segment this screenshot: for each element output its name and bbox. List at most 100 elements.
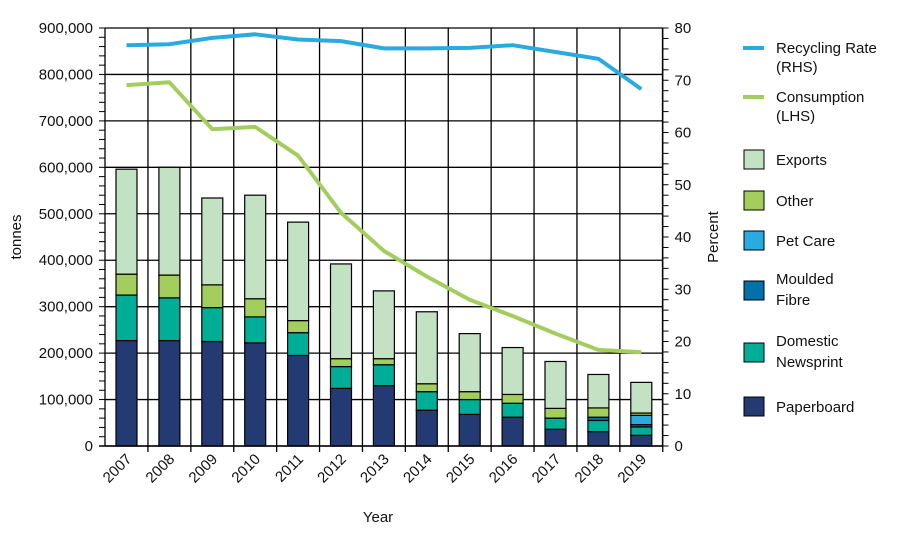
legend-label: (RHS) <box>776 59 818 76</box>
y-right-tick-label: 10 <box>675 386 692 403</box>
x-tick-label: 2014 <box>400 451 436 487</box>
bar-domestic-newsprint <box>287 332 310 357</box>
bar-other <box>587 407 610 418</box>
bar-domestic-newsprint <box>501 402 524 418</box>
y-right-tick-label: 40 <box>675 229 692 246</box>
bar-other <box>544 407 567 419</box>
bar-domestic-newsprint <box>630 426 653 436</box>
legend-swatch <box>743 342 765 363</box>
legend-label: Moulded <box>776 271 834 288</box>
bar-domestic-newsprint <box>158 297 181 342</box>
y-right-tick-label: 60 <box>675 125 692 142</box>
bar-paperboard <box>287 354 310 447</box>
legend-label: Pet Care <box>776 233 835 250</box>
bar-domestic-newsprint <box>458 398 481 416</box>
bar-exports <box>372 290 395 360</box>
bar-paperboard <box>329 387 353 447</box>
x-tick-label: 2019 <box>615 451 651 487</box>
legend-swatch <box>743 230 765 251</box>
bar-paperboard <box>458 413 481 447</box>
legend-label: Other <box>776 193 814 210</box>
bar-domestic-newsprint <box>372 364 395 387</box>
x-tick-label: 2012 <box>314 451 350 487</box>
bar-pet-care <box>630 414 653 426</box>
bar-paperboard <box>158 339 181 447</box>
bar-paperboard <box>587 431 610 447</box>
y-tick-label: 900,000 <box>39 20 93 37</box>
y-tick-label: 700,000 <box>39 113 93 130</box>
y-right-tick-label: 70 <box>675 72 692 89</box>
legend-label: (LHS) <box>776 108 815 125</box>
bar-exports <box>415 311 438 385</box>
legend-label: Newsprint <box>776 354 844 371</box>
bar-paperboard <box>630 434 653 447</box>
x-axis-label: Year <box>363 509 393 526</box>
bar-exports <box>501 346 524 396</box>
bar-exports <box>115 168 138 275</box>
x-tick-label: 2017 <box>529 451 565 487</box>
bar-paperboard <box>201 340 224 447</box>
bar-other <box>287 320 310 334</box>
bar-exports <box>244 194 267 300</box>
bar-exports <box>329 263 353 360</box>
bar-paperboard <box>415 409 438 447</box>
y-tick-label: 500,000 <box>39 206 93 223</box>
bar-domestic-newsprint <box>244 316 267 344</box>
legend-label: Consumption <box>776 89 864 106</box>
y-tick-label: 600,000 <box>39 159 93 176</box>
bar-other <box>244 298 267 318</box>
x-tick-label: 2013 <box>357 451 393 487</box>
x-tick-label: 2008 <box>143 451 179 487</box>
bar-paperboard <box>544 428 567 447</box>
bar-exports <box>630 381 653 414</box>
legend-label: Paperboard <box>776 399 854 416</box>
legend-label: Exports <box>776 152 827 169</box>
y-right-tick-label: 50 <box>675 177 692 194</box>
legend-swatch <box>743 280 765 301</box>
legend-label: Recycling Rate <box>776 40 877 57</box>
legend-swatch <box>743 190 765 211</box>
bar-exports <box>287 221 310 322</box>
bar-other <box>329 358 353 368</box>
bar-other <box>458 391 481 401</box>
y-tick-label: 300,000 <box>39 299 93 316</box>
y-tick-label: 800,000 <box>39 66 93 83</box>
y-tick-label: 400,000 <box>39 252 93 269</box>
bar-paperboard <box>244 342 267 447</box>
bars <box>115 166 653 447</box>
bar-paperboard <box>501 416 524 447</box>
bar-domestic-newsprint <box>115 294 138 342</box>
y-tick-label: 100,000 <box>39 392 93 409</box>
bar-domestic-newsprint <box>587 419 610 433</box>
bar-domestic-newsprint <box>544 417 567 430</box>
lines <box>126 32 643 355</box>
legend-label: Domestic <box>776 333 839 350</box>
bar-other <box>372 358 395 366</box>
bar-domestic-newsprint <box>415 391 438 411</box>
consumption-line <box>126 80 642 355</box>
y-tick-label: 0 <box>85 438 93 455</box>
y-axis-right-label: Percent <box>705 210 722 263</box>
bar-exports <box>201 197 224 286</box>
x-tick-label: 2018 <box>572 451 608 487</box>
x-tick-label: 2010 <box>228 451 264 487</box>
bar-other <box>415 383 438 393</box>
bar-domestic-newsprint <box>329 365 353 390</box>
bar-domestic-newsprint <box>201 306 224 343</box>
x-tick-label: 2009 <box>186 451 222 487</box>
bar-other <box>115 273 138 296</box>
y-right-tick-label: 0 <box>675 438 683 455</box>
bar-exports <box>587 373 610 409</box>
y-axis-label: tonnes <box>8 214 25 259</box>
bar-other <box>501 393 524 404</box>
bar-exports <box>158 166 181 276</box>
recycling-rate-line <box>126 32 643 91</box>
x-tick-label: 2007 <box>100 451 136 487</box>
bar-exports <box>458 333 481 393</box>
y-right-tick-label: 30 <box>675 281 692 298</box>
bar-other <box>158 274 181 299</box>
legend-swatch <box>743 149 765 170</box>
y-right-tick-label: 20 <box>675 334 692 351</box>
bar-paperboard <box>372 385 395 447</box>
